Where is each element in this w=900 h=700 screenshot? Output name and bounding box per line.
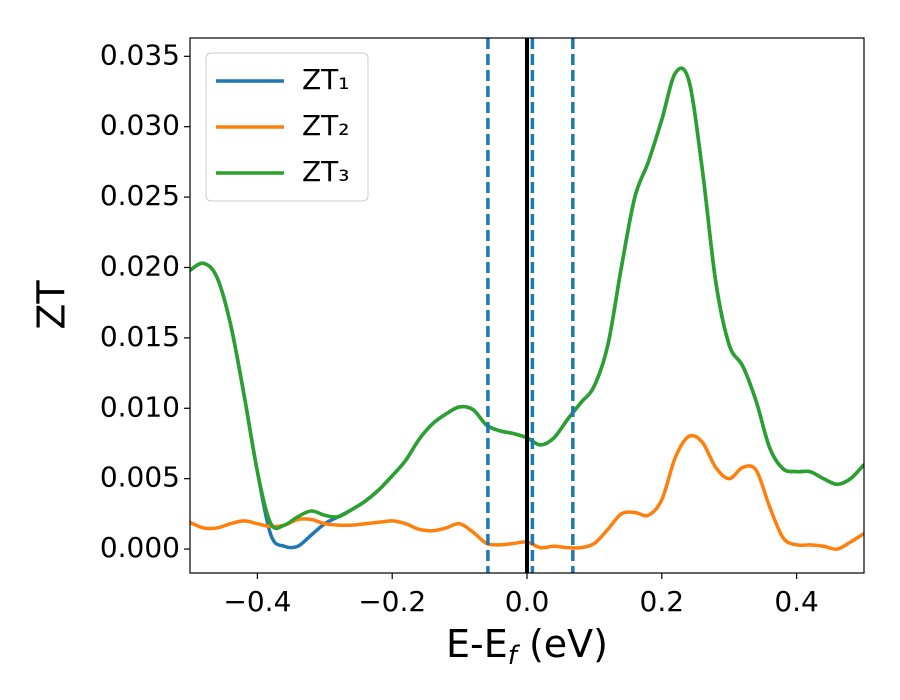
legend: ZT₁ ZT₂ ZT₃ bbox=[205, 52, 369, 202]
legend-label: ZT₂ bbox=[302, 109, 350, 142]
y-tick-label: 0.030 bbox=[100, 109, 180, 142]
y-tick-label: 0.005 bbox=[100, 461, 180, 494]
x-axis-label: E-Ef (eV) bbox=[446, 622, 608, 671]
y-tick-label: 0.035 bbox=[100, 38, 180, 71]
x-label-part: (eV) bbox=[517, 622, 608, 666]
x-label-part: E-E bbox=[446, 622, 508, 666]
legend-frame bbox=[205, 52, 369, 202]
y-axis-label: ZT bbox=[30, 280, 74, 330]
x-tick-label: 0.0 bbox=[505, 585, 550, 618]
y-tick-label: 0.015 bbox=[100, 320, 180, 353]
x-tick-label: 0.2 bbox=[640, 585, 685, 618]
x-tick-label: 0.4 bbox=[774, 585, 819, 618]
plot-area bbox=[190, 38, 864, 573]
x-tick-label: −0.2 bbox=[358, 585, 426, 618]
legend-label: ZT₁ bbox=[302, 63, 350, 96]
legend-label: ZT₃ bbox=[302, 155, 350, 188]
series-line bbox=[190, 66, 864, 531]
y-tick-label: 0.025 bbox=[100, 179, 180, 212]
y-tick-label: 0.020 bbox=[100, 249, 180, 282]
axes: −0.4 −0.2 0.0 0.2 0.4 0.000 0.005 0.010 0.015 0.0… bbox=[100, 38, 819, 618]
x-tick-label: −0.4 bbox=[223, 585, 291, 618]
y-tick-label: 0.010 bbox=[100, 390, 180, 423]
plot-frame bbox=[189, 37, 865, 574]
y-tick-label: 0.000 bbox=[100, 531, 180, 564]
